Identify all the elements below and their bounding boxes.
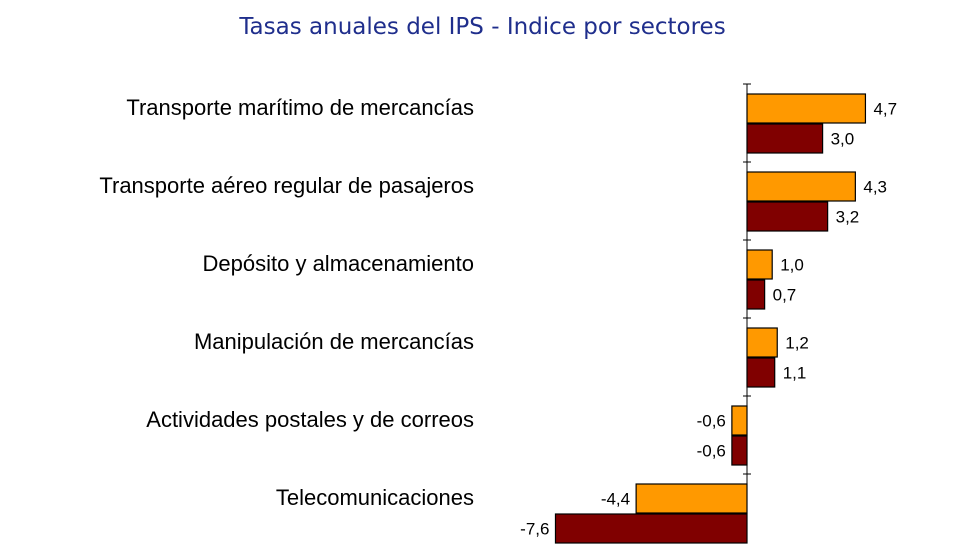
- category-label: Transporte aéreo regular de pasajeros: [99, 173, 474, 198]
- bar-series-1: [746, 171, 856, 202]
- data-label: 3,2: [836, 208, 860, 227]
- bar-series-1: [746, 327, 778, 358]
- bar-series-2: [746, 279, 766, 310]
- bar-series-2: [746, 357, 776, 388]
- bars: [554, 93, 867, 544]
- category-labels: Transporte marítimo de mercancías Transpo…: [99, 95, 474, 510]
- data-label: -4,4: [601, 490, 630, 509]
- chart-title: Tasas anuales del IPS - Indice por secto…: [239, 14, 726, 40]
- bar-series-1: [746, 249, 773, 280]
- bar-series-2: [554, 513, 748, 544]
- category-label: Manipulación de mercancías: [194, 329, 474, 354]
- bar-series-1: [635, 483, 748, 514]
- category-label: Depósito y almacenamiento: [203, 251, 474, 276]
- data-label: -0,6: [697, 412, 726, 431]
- bar-series-1: [746, 93, 867, 124]
- bar-series-1: [731, 405, 748, 436]
- data-label: 1,1: [783, 364, 807, 383]
- data-label: 1,2: [785, 334, 809, 353]
- value-labels: 4,7 3,0 4,33,2 1,0 0,7 1,2 1,1 -0,6 -0,6 -4,4 -7,6: [520, 100, 897, 539]
- axis-ticks: [743, 83, 751, 475]
- category-label: Telecomunicaciones: [276, 485, 474, 510]
- data-label: 0,7: [773, 286, 797, 305]
- category-label: Actividades postales y de correos: [146, 407, 474, 432]
- data-label: 3,0: [831, 130, 855, 149]
- data-label: 1,0: [780, 256, 804, 275]
- bar-series-2: [746, 201, 829, 232]
- category-label: Transporte marítimo de mercancías: [126, 95, 474, 120]
- data-label: -0,6: [697, 442, 726, 461]
- data-label: 4,7: [873, 100, 897, 119]
- bar-series-2: [746, 123, 824, 154]
- data-label: 4,3: [863, 178, 887, 197]
- data-label: -7,6: [520, 520, 549, 539]
- bar-series-2: [731, 435, 748, 466]
